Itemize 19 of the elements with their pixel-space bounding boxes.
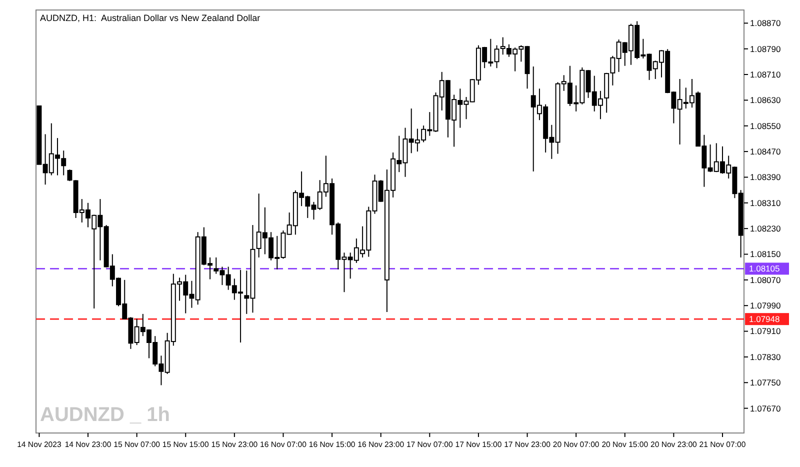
y-tick-label: 1.08310 bbox=[750, 198, 781, 208]
y-tick-label: 1.08070 bbox=[750, 274, 781, 285]
y-tick-label: 1.08550 bbox=[750, 120, 781, 131]
y-tick-label: 1.07750 bbox=[750, 378, 781, 388]
y-tick-label: 1.07990 bbox=[750, 300, 781, 311]
y-tick-label: 1.08710 bbox=[750, 69, 781, 80]
y-tick-label: 1.08390 bbox=[750, 172, 781, 182]
ref-line-label: 1.07948 bbox=[749, 314, 780, 324]
y-tick-label: 1.08470 bbox=[750, 146, 781, 157]
chart-title: AUDNZD, H1: Australian Dollar vs New Zealand Dollar bbox=[40, 13, 260, 23]
y-tick-label: 1.08870 bbox=[750, 18, 781, 28]
y-tick-label: 1.08630 bbox=[750, 95, 781, 106]
ref-line-label: 1.08105 bbox=[749, 264, 780, 274]
y-tick-label: 1.07670 bbox=[750, 403, 781, 414]
y-tick-label: 1.07830 bbox=[750, 352, 781, 362]
y-tick-label: 1.08790 bbox=[750, 44, 781, 54]
y-tick-label: 1.07910 bbox=[750, 326, 781, 336]
y-tick-label: 1.08150 bbox=[750, 249, 781, 260]
y-tick-label: 1.08230 bbox=[750, 224, 781, 234]
